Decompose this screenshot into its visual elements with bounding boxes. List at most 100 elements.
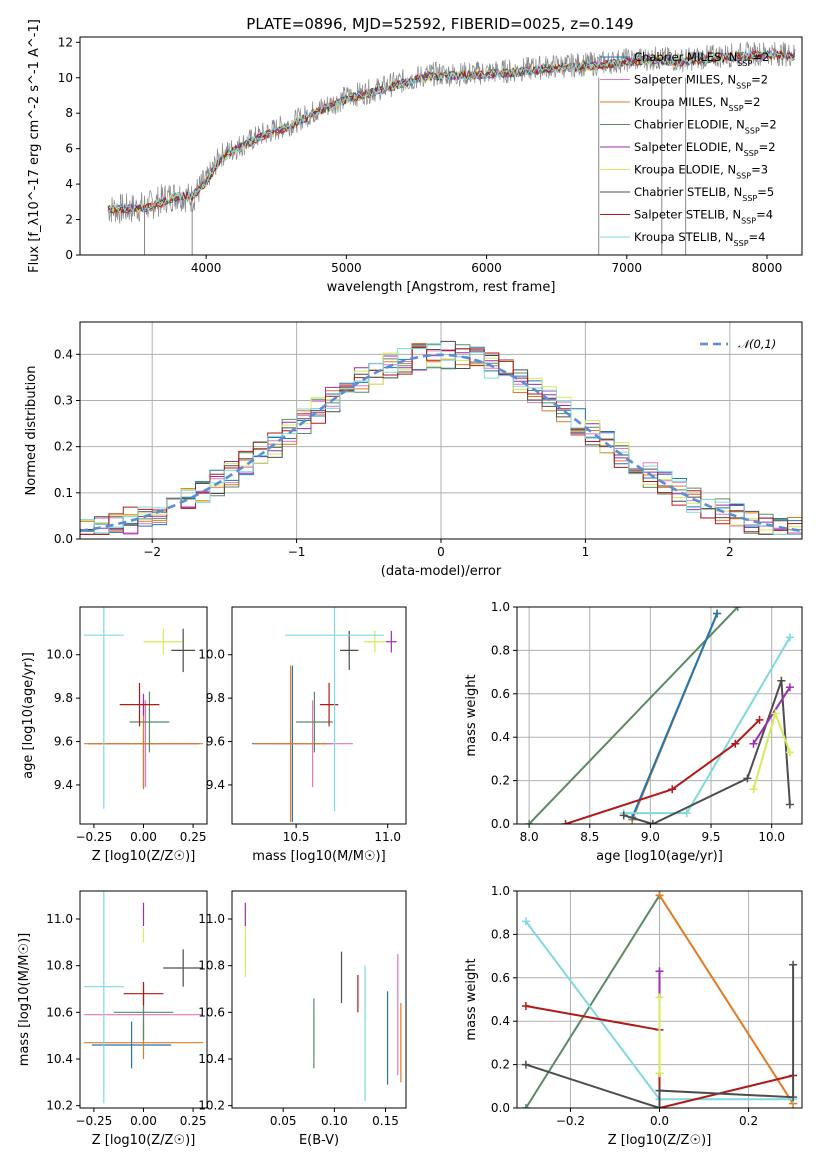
weight-marker [771,709,780,718]
y-tick-label: 0.2 [491,1058,510,1072]
plot-area [83,607,204,809]
y-tick-label: 0.0 [491,1101,510,1115]
x-tick-label: 0.25 [180,1114,207,1128]
y-tick-label: 10.4 [198,1052,225,1066]
y-tick-label: 1.0 [491,884,510,898]
axes-frame [79,36,803,256]
y-tick-label: 10.0 [198,648,225,662]
x-tick-label: −0.25 [76,830,113,844]
legend-label-1: Salpeter MILES, NSSP=2 [634,73,768,91]
charts-layer: 4000 5000 6000 7000 8000024681012wavelength … [17,19,803,1148]
y-tick-label: 0.2 [54,440,73,454]
legend-label-2: Kroupa MILES, NSSP=2 [634,95,760,113]
weight-marker [668,785,677,794]
axes-age-vs-mass: 10.5 11.0 9.4 9.6 9.8 10.0 mass [log10(M/M☉)] [198,606,407,864]
y-tick-label: 10.2 [46,1099,73,1113]
weight-marker [733,607,742,611]
x-axis-label: wavelength [Angstrom, rest frame] [327,280,556,295]
x-axis-label: (data-model)/error [381,564,502,579]
y-tick-label: 8 [65,106,73,120]
axes-frame [79,890,208,1109]
y-axis-label: mass weight [464,674,479,756]
y-tick-label: 0.4 [491,1014,510,1028]
weight-marker [525,820,534,824]
axes-frame [79,321,803,540]
y-tick-label: 0.4 [54,347,73,361]
y-tick-label: 10.8 [46,959,73,973]
y-tick-label: 0.8 [491,927,510,941]
y-tick-label: 12 [58,35,73,49]
y-tick-label: 0.6 [491,971,510,985]
weight-marker [561,820,570,824]
weight-marker [655,1104,664,1108]
y-tick-label: 10 [58,71,73,85]
weight-marker [655,891,664,900]
x-tick-label: 2 [726,545,734,559]
x-tick-label: 0.25 [180,830,207,844]
x-tick-label: 8000 [752,261,783,275]
y-tick-label: 9.4 [206,778,225,792]
weight-marker [789,960,798,969]
axes-frame [516,890,803,1109]
y-tick-label: 10.0 [46,648,73,662]
weight-marker [521,917,530,926]
weight-marker [785,748,794,757]
weight-line-0 [528,607,739,824]
x-axis-label: Z [log10(Z/Z☉)] [92,1133,196,1148]
y-tick-label: 2 [65,213,73,227]
x-tick-label: 0 [437,545,445,559]
axes-frame [79,606,208,825]
axes-spectrum: 4000 5000 6000 7000 8000 0 2 4 6 8 10 12 wavelength … [27,19,803,295]
weight-marker [755,715,764,724]
x-tick-label: 7000 [611,261,642,275]
plot-area [107,41,796,255]
observed-spectrum-line [107,41,796,224]
axes-frame [231,606,407,825]
y-tick-label: 9.8 [54,691,73,705]
y-tick-label: 9.4 [54,778,73,792]
y-axis-label: mass [log10(M/M☉)] [17,933,32,1066]
x-axis-label: Z [log10(Z/Z☉)] [92,849,196,864]
y-tick-label: 1.0 [491,600,510,614]
y-tick-label: 0.0 [54,532,73,546]
plot-area [83,891,204,1104]
weight-marker [521,1060,530,1069]
figure-title: PLATE=0896, MJD=52592, FIBERID=0025, z=0… [246,15,633,33]
x-tick-label: 8.0 [520,830,539,844]
x-tick-label: 0.05 [270,1114,297,1128]
weight-line-6 [752,686,791,745]
x-axis-label: Z [log10(Z/Z☉)] [608,1133,712,1148]
x-axis-label: age [log10(age/yr)] [596,849,723,864]
y-tick-label: 0 [65,248,73,262]
legend-label-8: Kroupa STELIB, NSSP=4 [634,230,765,248]
y-tick-label: 0.6 [491,687,510,701]
y-tick-label: 0.2 [491,774,510,788]
weight-marker [521,1104,530,1108]
x-tick-label: 0.00 [130,830,157,844]
normal-reference-curve [80,353,802,533]
y-axis-label: Normed distribution [24,366,39,496]
legend-label-normal: 𝒩(0,1) [738,337,776,351]
weight-marker [749,739,758,748]
weight-marker [682,809,691,818]
y-tick-label: 10.6 [46,1005,73,1019]
x-tick-label: 0.10 [321,1114,348,1128]
axes-frame [516,606,803,825]
y-tick-label: 9.8 [206,691,225,705]
y-axis-label: age [log10(age/yr)] [21,652,36,779]
y-axis-label: mass weight [464,958,479,1040]
y-axis-label: Flux [f_λ10^-17 erg cm^-2 s^-1 A^-1] [27,19,42,273]
x-tick-label: 0.2 [739,1114,758,1128]
y-tick-label: 11.0 [46,912,73,926]
plot-area [525,607,794,824]
plot-area [252,607,397,822]
legend: Chabrier MILES, NSSP=2 Salpeter MILES, NS… [600,50,777,248]
y-tick-label: 9.6 [206,735,225,749]
weight-line-4 [565,719,761,824]
x-tick-label: 11.0 [374,830,401,844]
y-tick-label: 11.0 [198,912,225,926]
x-axis-label: E(B-V) [299,1133,339,1148]
axes-massweight-vs-Z: −0.2 0.0 0.2 0.0 0.2 0.4 0.6 0.8 1.0 Z [log10(Z/Z… [464,884,803,1148]
weight-line-0 [525,894,661,1108]
weight-marker [619,811,628,820]
